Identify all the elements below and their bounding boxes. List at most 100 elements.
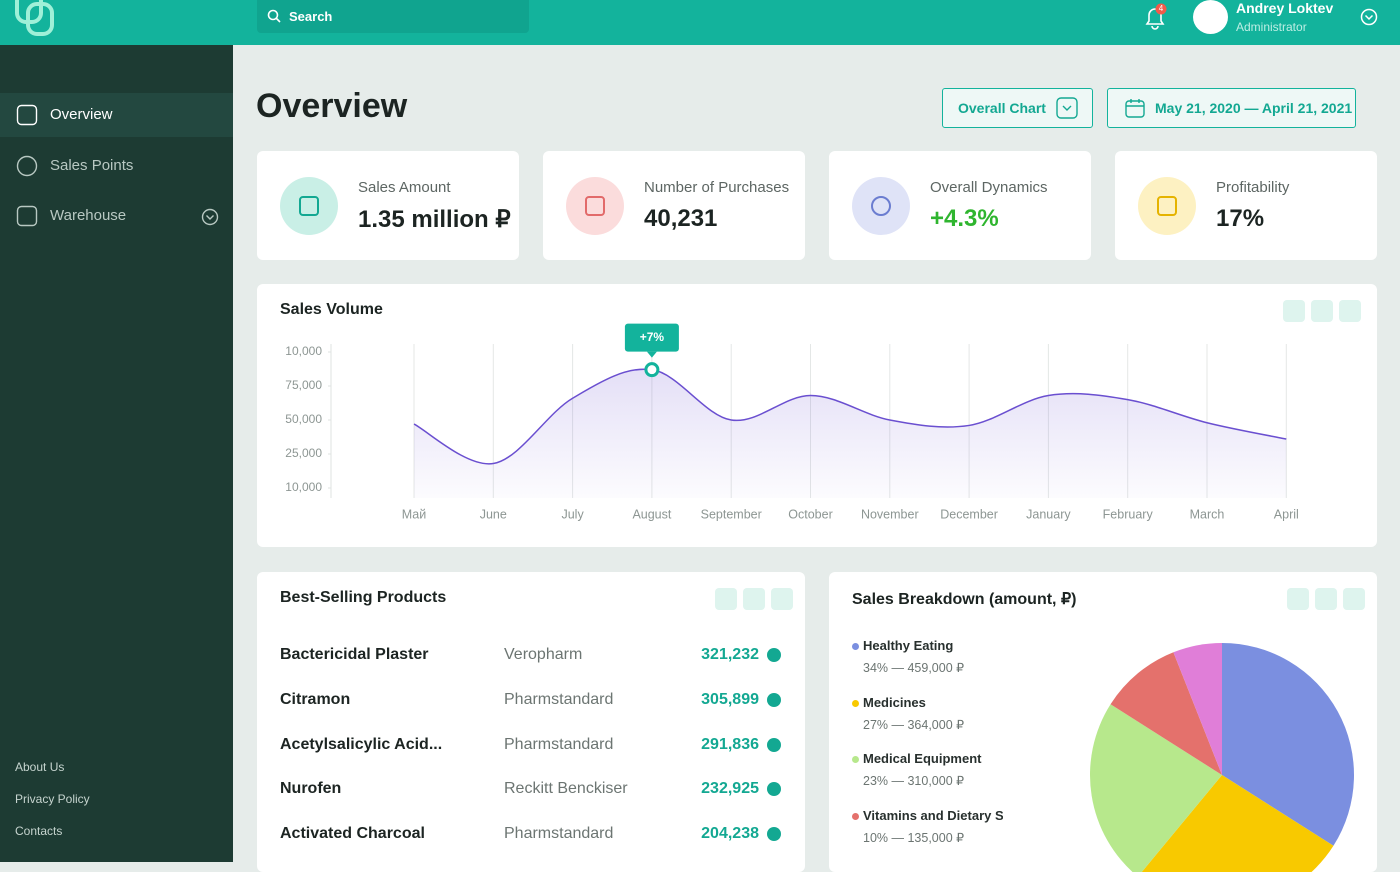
download[interactable]: [1311, 300, 1333, 322]
product-name: Activated Charcoal: [280, 825, 425, 843]
card-title: Best-Selling Products: [280, 589, 447, 606]
legend-value: 23% — 310,000 ₽: [863, 774, 965, 788]
trend-icon: [767, 827, 781, 842]
nav-active-bg: [0, 93, 233, 137]
sales-breakdown-card: Sales Breakdown (amount, ₽) Healthy Eati…: [829, 572, 1377, 872]
manufacturer: Pharmstandard: [504, 825, 614, 843]
trend-icon: [767, 782, 781, 797]
nav-item[interactable]: Warehouse: [50, 207, 127, 224]
legend-value: 27% — 364,000 ₽: [863, 717, 965, 732]
stat-icon: [1138, 177, 1196, 235]
date-range[interactable]: May 21, 2020 — April 21, 2021: [1107, 88, 1356, 128]
filter[interactable]: [715, 588, 737, 610]
legend-name: Vitamins and Dietary Su: [863, 807, 1003, 823]
warehouse-expand[interactable]: [201, 208, 219, 226]
search-placeholder: Search: [289, 9, 333, 24]
top-bar: Search 4 Andrey Loktev Administrator: [0, 0, 1400, 45]
pie-slice: [1222, 643, 1354, 846]
pie-chart: [1090, 643, 1354, 872]
footer-link[interactable]: About Us: [15, 760, 65, 774]
stat-card: Sales Amount 1.35 million ₽: [257, 151, 519, 260]
x-tick-label: Май: [402, 507, 427, 521]
user-menu[interactable]: [1360, 8, 1378, 26]
y-tick-label: 10,000: [285, 480, 322, 494]
sales-value: 291,836: [701, 735, 759, 753]
legend-name: Medical Equipment: [863, 751, 982, 766]
footer-link[interactable]: Privacy Policy: [15, 792, 90, 806]
stat-card: Number of Purchases 40,231: [543, 151, 805, 260]
sales-value: 321,232: [701, 646, 759, 663]
card-tools: [1283, 300, 1361, 322]
bell[interactable]: [1140, 2, 1170, 32]
sales-volume-card: Sales Volume 10,000 75,000 50,000 25,000 10,…: [257, 284, 1377, 547]
filter[interactable]: [1287, 588, 1309, 610]
legend-name: Medicines: [863, 694, 926, 710]
stat-card: Profitability 17%: [1115, 151, 1377, 260]
icon-shape: [16, 155, 38, 176]
x-tick-label: April: [1274, 507, 1299, 521]
nav-icon: [16, 155, 38, 176]
trend-icon: [767, 692, 781, 707]
stat-value: +4.3%: [930, 205, 999, 232]
legend-value: 34% — 459,000 ₽: [863, 661, 965, 675]
highlight-point: [644, 362, 660, 378]
stat-value: 1.35 million ₽: [358, 206, 511, 233]
nav-item[interactable]: Sales Points: [50, 156, 134, 174]
x-tick-label: June: [480, 507, 507, 521]
download[interactable]: [1315, 588, 1337, 610]
stat-icon: [280, 177, 338, 235]
stat-value: 17%: [1216, 205, 1265, 232]
manufacturer: Veropharm: [504, 646, 583, 663]
card-tools: [715, 588, 793, 610]
annotation-box: [624, 323, 679, 352]
stat-icon-glyph: [585, 196, 605, 216]
filter[interactable]: [1283, 300, 1305, 322]
stat-label: Profitability: [1216, 179, 1290, 196]
best-selling-card: Best-Selling Products Bactericidal Plast…: [257, 572, 805, 872]
manufacturer: Reckitt Benckiser: [504, 780, 628, 798]
manufacturer: Pharmstandard: [504, 690, 614, 708]
x-tick-label: November: [861, 507, 919, 521]
avatar[interactable]: [1193, 0, 1228, 34]
x-tick-label: September: [701, 507, 762, 521]
footer-link[interactable]: Contacts: [15, 824, 63, 838]
area: [414, 369, 1287, 498]
legend-dot: [852, 812, 859, 820]
product-name: Citramon: [280, 690, 351, 708]
sales-volume-chart: 10,000 75,000 50,000 25,000 10,000 Май June Jul…: [285, 323, 1299, 521]
user-role: Administrator: [1236, 20, 1307, 34]
x-tick-label: March: [1190, 507, 1225, 521]
annotation: +7%: [640, 330, 665, 344]
more[interactable]: [771, 588, 793, 610]
search-box[interactable]: Search: [257, 0, 529, 33]
x-tick-label: August: [632, 507, 671, 521]
trend-icon: [767, 737, 781, 752]
more[interactable]: [1339, 300, 1361, 322]
pie-slice: [1090, 704, 1222, 872]
icon-shape: [16, 205, 38, 227]
legend-value: 10% — 135,000 ₽: [863, 830, 965, 845]
download[interactable]: [743, 588, 765, 610]
stat-label: Number of Purchases: [644, 179, 790, 196]
more[interactable]: [1343, 588, 1365, 610]
nav-item[interactable]: Overview: [50, 106, 113, 123]
line: [413, 368, 1287, 465]
legend-dot: [852, 643, 859, 650]
pie-slice: [1173, 643, 1222, 775]
y-tick-label: 50,000: [285, 412, 322, 426]
pie-slice: [1141, 775, 1334, 872]
legend-dot: [852, 699, 859, 707]
chart-selector[interactable]: Overall Chart: [942, 88, 1093, 128]
pie-slice: [1110, 652, 1222, 775]
calendar-icon: [1125, 99, 1145, 118]
product-name: Acetylsalicylic Acid...: [280, 735, 443, 753]
nav-icon: [16, 104, 38, 126]
x-tick-label: October: [788, 507, 832, 521]
y-tick-label: 75,000: [285, 378, 322, 392]
stat-label: Sales Amount: [358, 179, 451, 196]
sales-value: 232,925: [701, 780, 759, 798]
x-tick-label: February: [1103, 507, 1154, 521]
x-tick-label: July: [561, 507, 584, 521]
y-tick-label: 25,000: [285, 446, 322, 460]
